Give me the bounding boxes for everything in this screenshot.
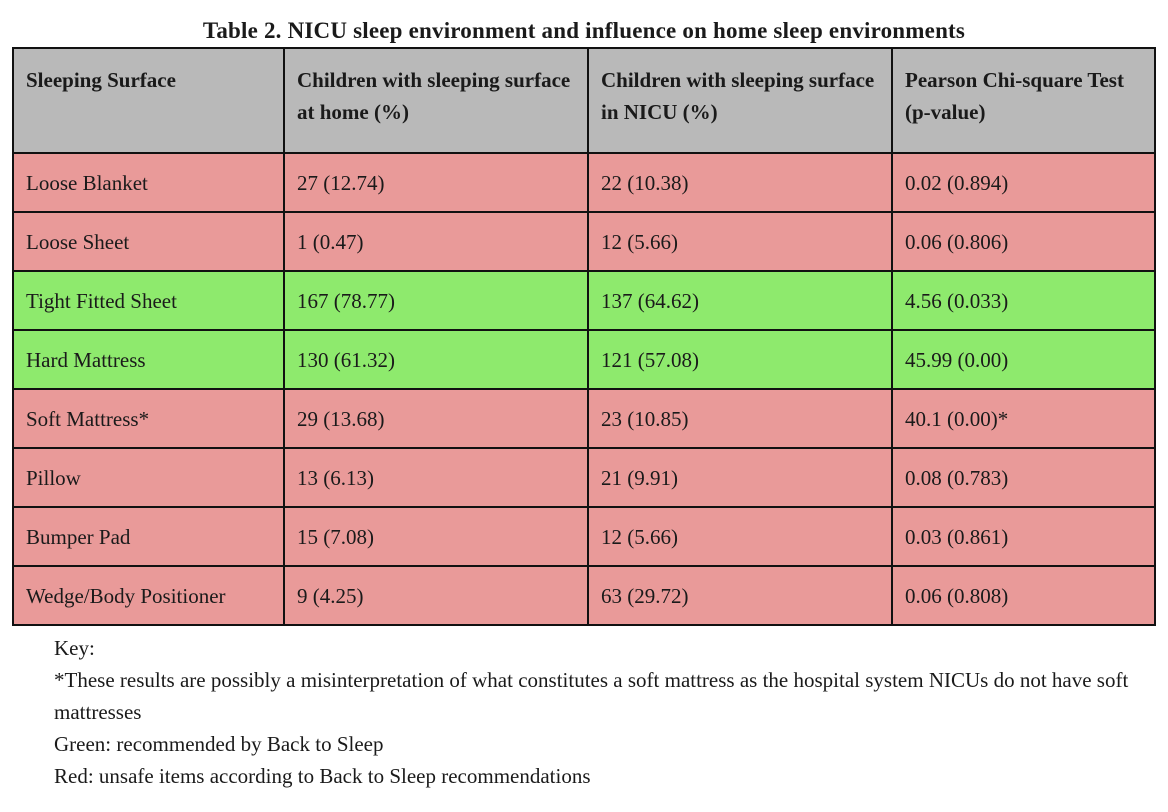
- cell-nicu: 22 (10.38): [587, 152, 893, 213]
- table-key: Key: *These results are possibly a misin…: [54, 632, 1164, 792]
- cell-surface: Hard Mattress: [12, 329, 285, 390]
- cell-nicu: 23 (10.85): [587, 388, 893, 449]
- header-home: Children with sleeping surface at home (…: [283, 47, 589, 154]
- cell-surface: Loose Blanket: [12, 152, 285, 213]
- cell-chi: 0.08 (0.783): [891, 447, 1156, 508]
- cell-home: 13 (6.13): [283, 447, 589, 508]
- key-heading: Key:: [54, 636, 95, 660]
- cell-chi: 0.06 (0.808): [891, 565, 1156, 626]
- cell-nicu: 63 (29.72): [587, 565, 893, 626]
- table-row: Loose Blanket 27 (12.74) 22 (10.38) 0.02…: [12, 152, 1156, 213]
- cell-chi: 4.56 (0.033): [891, 270, 1156, 331]
- table-row: Hard Mattress 130 (61.32) 121 (57.08) 45…: [12, 329, 1156, 390]
- cell-home: 9 (4.25): [283, 565, 589, 626]
- cell-chi: 40.1 (0.00)*: [891, 388, 1156, 449]
- header-sleeping-surface: Sleeping Surface: [12, 47, 285, 154]
- cell-nicu: 12 (5.66): [587, 506, 893, 567]
- cell-nicu: 137 (64.62): [587, 270, 893, 331]
- header-nicu: Children with sleeping surface in NICU (…: [587, 47, 893, 154]
- header-row: Sleeping Surface Children with sleeping …: [12, 47, 1156, 154]
- cell-nicu: 121 (57.08): [587, 329, 893, 390]
- cell-chi: 45.99 (0.00): [891, 329, 1156, 390]
- table-row: Tight Fitted Sheet 167 (78.77) 137 (64.6…: [12, 270, 1156, 331]
- key-footnote: *These results are possibly a misinterpr…: [54, 668, 1129, 724]
- cell-surface: Loose Sheet: [12, 211, 285, 272]
- cell-surface: Pillow: [12, 447, 285, 508]
- cell-home: 167 (78.77): [283, 270, 589, 331]
- table-row: Soft Mattress* 29 (13.68) 23 (10.85) 40.…: [12, 388, 1156, 449]
- cell-home: 29 (13.68): [283, 388, 589, 449]
- cell-surface: Tight Fitted Sheet: [12, 270, 285, 331]
- key-green-legend: Green: recommended by Back to Sleep: [54, 732, 384, 756]
- cell-surface: Bumper Pad: [12, 506, 285, 567]
- cell-surface: Wedge/Body Positioner: [12, 565, 285, 626]
- cell-chi: 0.06 (0.806): [891, 211, 1156, 272]
- table-row: Pillow 13 (6.13) 21 (9.91) 0.08 (0.783): [12, 447, 1156, 508]
- cell-home: 130 (61.32): [283, 329, 589, 390]
- cell-home: 15 (7.08): [283, 506, 589, 567]
- cell-nicu: 12 (5.66): [587, 211, 893, 272]
- key-red-legend: Red: unsafe items according to Back to S…: [54, 764, 591, 788]
- cell-home: 27 (12.74): [283, 152, 589, 213]
- cell-home: 1 (0.47): [283, 211, 589, 272]
- table-row: Bumper Pad 15 (7.08) 12 (5.66) 0.03 (0.8…: [12, 506, 1156, 567]
- cell-chi: 0.02 (0.894): [891, 152, 1156, 213]
- cell-nicu: 21 (9.91): [587, 447, 893, 508]
- header-chi-square: Pearson Chi-square Test (p-value): [891, 47, 1156, 154]
- table-title: Table 2. NICU sleep environment and infl…: [202, 18, 966, 43]
- cell-chi: 0.03 (0.861): [891, 506, 1156, 567]
- table-row: Loose Sheet 1 (0.47) 12 (5.66) 0.06 (0.8…: [12, 211, 1156, 272]
- data-table: Sleeping Surface Children with sleeping …: [12, 47, 1156, 626]
- cell-surface: Soft Mattress*: [12, 388, 285, 449]
- table-row: Wedge/Body Positioner 9 (4.25) 63 (29.72…: [12, 565, 1156, 626]
